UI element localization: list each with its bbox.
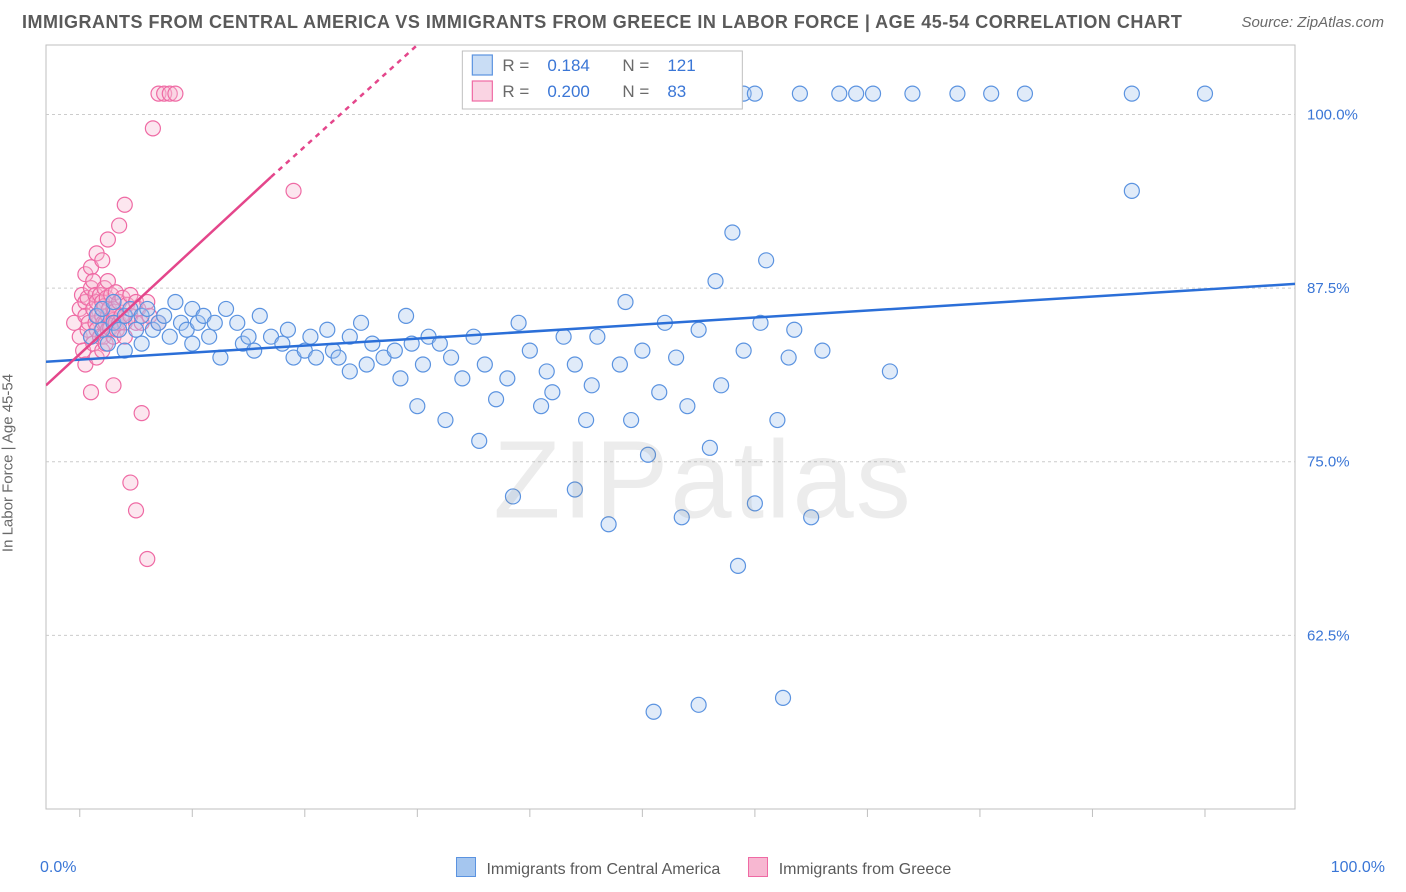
source-label: Source: ZipAtlas.com: [1241, 14, 1384, 31]
svg-text:87.5%: 87.5%: [1307, 280, 1350, 297]
svg-text:N =: N =: [622, 82, 649, 101]
y-axis-label: In Labor Force | Age 45-54: [0, 374, 17, 552]
svg-text:R =: R =: [502, 56, 529, 75]
legend-item-greece: Immigrants from Greece: [748, 857, 951, 879]
legend-bottom: Immigrants from Central America Immigran…: [456, 857, 951, 879]
svg-text:75.0%: 75.0%: [1307, 454, 1350, 471]
legend-swatch-central-america: [456, 857, 476, 877]
svg-text:R =: R =: [502, 82, 529, 101]
svg-text:62.5%: 62.5%: [1307, 627, 1350, 644]
svg-text:83: 83: [667, 82, 686, 101]
svg-text:121: 121: [667, 56, 695, 75]
svg-text:N =: N =: [622, 56, 649, 75]
legend-swatch-greece: [748, 857, 768, 877]
svg-text:0.200: 0.200: [547, 82, 590, 101]
legend-label-greece: Immigrants from Greece: [779, 861, 951, 878]
chart-title: IMMIGRANTS FROM CENTRAL AMERICA VS IMMIG…: [22, 12, 1182, 33]
legend-label-central-america: Immigrants from Central America: [486, 861, 720, 878]
scatter-plot: 62.5% 75.0% 87.5% 100.0% R = 0.184 N = 121 R = 0.…: [40, 39, 1385, 839]
x-axis-max-label: 100.0%: [1331, 859, 1385, 877]
chart-area: In Labor Force | Age 45-54 62.5% 75.0% 87.…: [0, 39, 1406, 887]
svg-text:100.0%: 100.0%: [1307, 106, 1358, 123]
legend-item-central-america: Immigrants from Central America: [456, 857, 720, 879]
svg-text:0.184: 0.184: [547, 56, 590, 75]
x-axis-min-label: 0.0%: [40, 859, 76, 877]
